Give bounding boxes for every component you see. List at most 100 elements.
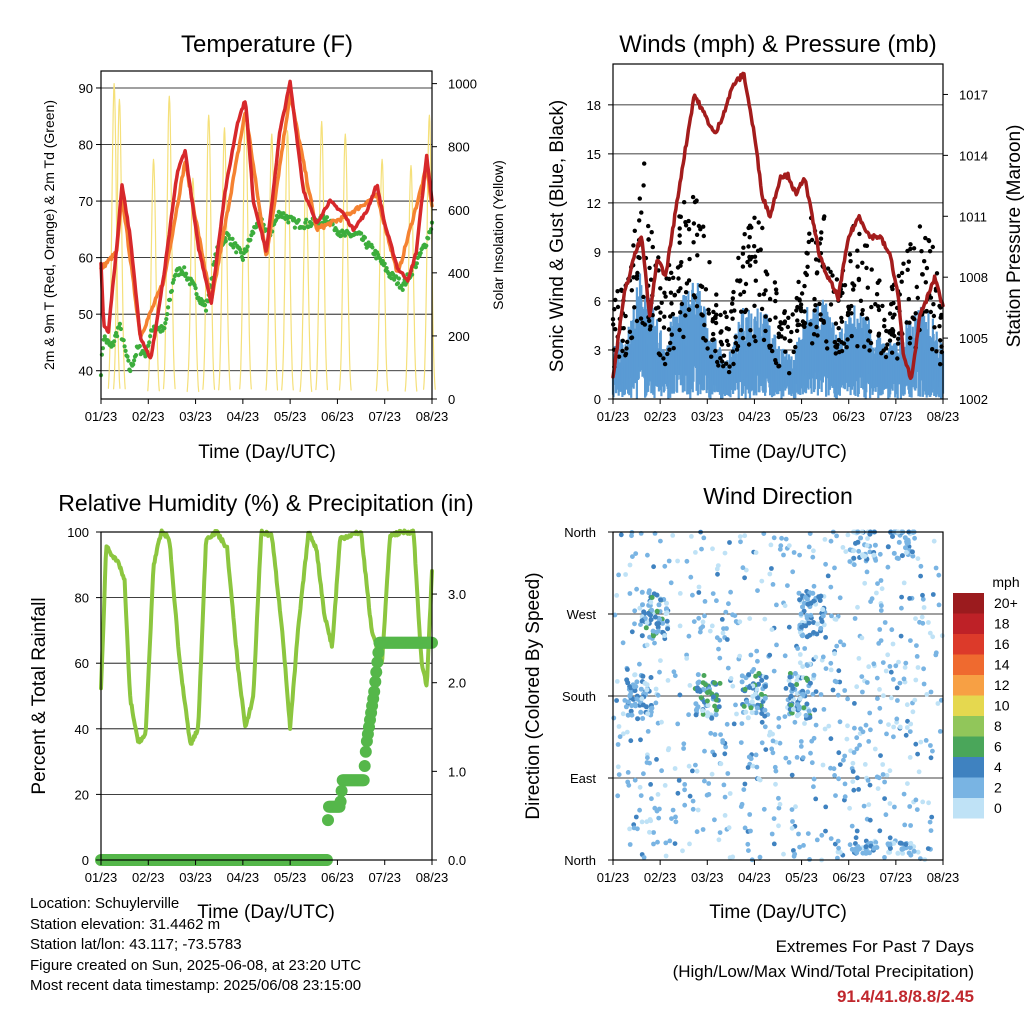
direction-point (616, 572, 621, 578)
gust-point (684, 281, 690, 286)
direction-point (828, 736, 834, 742)
humidity-ylabel-left: Percent & Total Rainfall (29, 597, 50, 794)
gust-point (763, 314, 768, 319)
direction-point (709, 715, 715, 721)
direction-point (714, 707, 719, 713)
x-tick-label: 01/23 (597, 409, 630, 424)
direction-point (725, 665, 731, 671)
direction-point (811, 598, 817, 604)
dewpoint-point (286, 220, 291, 225)
gust-point (642, 161, 647, 166)
direction-point (642, 680, 648, 686)
direction-point (666, 558, 672, 564)
gust-point (753, 338, 758, 344)
gust-point (706, 311, 712, 316)
direction-point (874, 845, 880, 850)
dewpoint-point (131, 362, 136, 367)
direction-point (693, 550, 698, 555)
direction-point (915, 751, 920, 757)
extremes-box: Extremes For Past 7 Days (High/Low/Max W… (673, 934, 974, 1009)
direction-point (805, 601, 811, 607)
direction-point (825, 573, 831, 579)
direction-point (632, 672, 638, 678)
direction-point (769, 746, 775, 752)
direction-point (776, 715, 782, 721)
gust-point (869, 267, 874, 272)
gust-point (822, 214, 827, 219)
y-tick-label: 12 (587, 196, 601, 211)
direction-point (811, 672, 817, 678)
direction-point (789, 772, 795, 778)
direction-point (887, 835, 893, 841)
direction-point (704, 698, 710, 704)
gust-point (646, 223, 651, 229)
direction-point (887, 849, 893, 855)
direction-point (684, 656, 690, 661)
direction-point (913, 741, 919, 747)
gust-point (913, 311, 918, 316)
direction-point (612, 612, 618, 618)
direction-point (901, 580, 907, 586)
direction-point (651, 591, 657, 597)
dewpoint-point (281, 211, 286, 216)
direction-point (864, 569, 870, 575)
direction-point (767, 652, 773, 658)
direction-point (880, 762, 886, 767)
y2-tick-label: 3.0 (448, 587, 466, 602)
direction-point (743, 567, 749, 573)
direction-point (782, 603, 788, 609)
direction-point (742, 686, 748, 692)
direction-point (707, 689, 712, 695)
direction-point (681, 741, 687, 747)
direction-point (670, 807, 676, 813)
direction-point (662, 563, 668, 569)
direction-point (655, 692, 661, 698)
direction-point (913, 797, 919, 803)
gust-point (681, 334, 686, 340)
direction-point (792, 851, 798, 857)
gust-point (821, 320, 826, 325)
gust-point (849, 311, 854, 316)
legend-label: 10 (994, 698, 1010, 714)
x-tick-label: 04/23 (227, 409, 260, 424)
dewpoint-point (396, 276, 401, 281)
gust-point (757, 292, 762, 297)
direction-point (712, 680, 718, 686)
gust-point (901, 261, 906, 266)
gust-point (707, 260, 712, 265)
direction-point (896, 539, 902, 545)
gust-point (713, 348, 718, 354)
dewpoint-point (194, 292, 199, 297)
direction-point (754, 648, 760, 654)
gust-point (690, 194, 696, 200)
direction-point (895, 698, 900, 703)
dewpoint-point (147, 340, 152, 345)
direction-point (690, 798, 696, 804)
dewpoint-point (162, 326, 167, 331)
y2-tick-label: 1002 (959, 392, 988, 407)
direction-point (790, 819, 795, 824)
gust-point (692, 199, 698, 205)
gust-point (896, 273, 901, 279)
direction-point (845, 723, 850, 729)
direction-point (842, 781, 848, 787)
plot-frame (100, 70, 433, 400)
direction-point (673, 814, 678, 820)
y-tick-label: 3 (594, 343, 601, 358)
direction-point (828, 765, 833, 771)
gust-point (657, 317, 662, 322)
gust-point (677, 226, 682, 231)
direction-point (919, 614, 925, 620)
y-tick-label: 60 (75, 656, 89, 671)
direction-point (876, 775, 882, 781)
direction-point (899, 553, 905, 559)
gust-point (841, 341, 847, 346)
direction-point (794, 678, 800, 684)
direction-point (856, 656, 862, 661)
gust-point (776, 364, 781, 369)
direction-point (664, 610, 670, 616)
direction-point (652, 614, 658, 620)
direction-point (687, 793, 693, 799)
gust-point (873, 302, 878, 307)
pressure-line (611, 71, 945, 381)
